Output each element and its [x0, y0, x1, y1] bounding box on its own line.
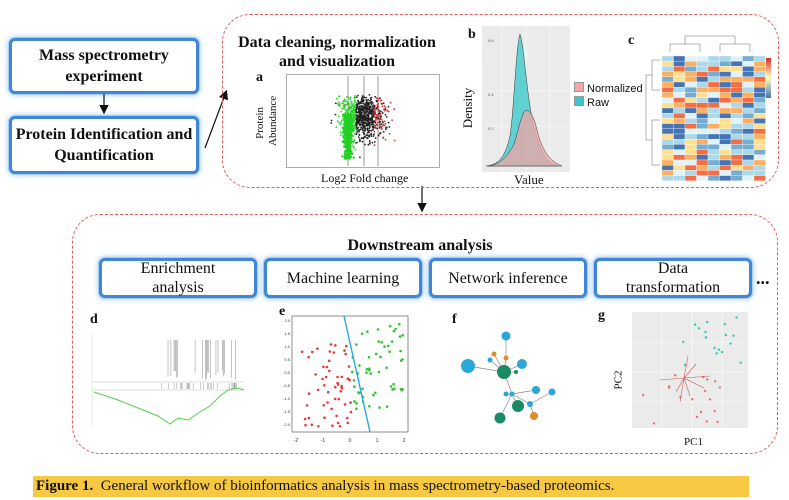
- raw-legend-swatch: [574, 96, 584, 106]
- cleaning-heading: Data cleaning, normalization and visuali…: [238, 34, 436, 70]
- machine-learning-label: Machine learning: [286, 269, 400, 287]
- panel-a-xlabel: Log2 Fold change: [321, 171, 409, 185]
- normalized-density: [487, 110, 563, 167]
- density-legend: Normalized Raw: [574, 82, 643, 110]
- legend-normalized: Normalized: [587, 83, 643, 95]
- pca-biplot: [632, 312, 748, 428]
- network-inference-box: Network inference: [429, 258, 587, 298]
- decision-boundary: [343, 315, 371, 433]
- protein-identification-box: Protein Identification and Quantificatio…: [9, 116, 199, 174]
- heatmap: [645, 35, 771, 181]
- enrichment-plot: [91, 334, 245, 426]
- ml-y-tick: -1.5: [283, 409, 291, 414]
- panel-b-xlabel: Value: [514, 172, 544, 187]
- ml-y-tick: 0.5: [284, 357, 290, 362]
- downstream-heading: Downstream analysis: [347, 237, 493, 254]
- ml-y-tick: 0.0: [284, 370, 290, 375]
- svg-text:0.4: 0.4: [488, 92, 494, 97]
- ml-x-tick: 2: [403, 438, 406, 444]
- data-transformation-label: Data transformation: [625, 260, 721, 296]
- panel-a-ylabel: Protein Abundance: [254, 95, 279, 146]
- ml-x-tick: 1: [376, 438, 379, 444]
- panel-g-xlabel: PC1: [684, 436, 703, 448]
- ml-x-tick: -2: [294, 438, 299, 444]
- heatmap-col-dendrogram: [669, 35, 751, 52]
- ml-y-tick: 1.0: [284, 344, 290, 349]
- heatmap-row-dendrogram: [645, 59, 660, 166]
- downstream-panel: [72, 214, 778, 454]
- enrichment-hits: [167, 340, 236, 380]
- legend-raw: Raw: [587, 97, 610, 109]
- ml-y-tick: -0.5: [283, 383, 291, 388]
- figure-caption: Figure 1. General workflow of bioinforma…: [33, 476, 749, 497]
- ml-y-tick: 2.0: [284, 318, 290, 323]
- heatmap-cells: [661, 55, 766, 181]
- panel-d-letter: d: [90, 312, 98, 327]
- network-inference-label: Network inference: [448, 269, 568, 287]
- panel-b-ylabel: Density: [460, 87, 476, 129]
- caption-label: Figure 1.: [36, 478, 94, 494]
- ml-y-tick: -2.0: [283, 422, 291, 427]
- ml-y-tick: 1.5: [284, 331, 290, 336]
- enrichment-analysis-label: Enrichment analysis: [140, 260, 216, 296]
- ml-x-tick: -1: [321, 438, 326, 444]
- panel-g-ylabel: PC2: [612, 370, 625, 390]
- panel-a-letter: a: [256, 70, 263, 85]
- volcano-plot: [286, 74, 440, 168]
- normalized-legend-swatch: [574, 82, 584, 92]
- ml-x-tick: 0: [349, 438, 352, 444]
- density-plot: 0.6 0.4 0.2: [482, 26, 570, 172]
- panel-e-letter: e: [279, 304, 286, 319]
- caption-text: General workflow of bioinformatics analy…: [100, 478, 615, 494]
- mass-spectrometry-box: Mass spectrometry experiment: [9, 38, 199, 94]
- panel-c-letter: c: [628, 33, 635, 48]
- network-graph: [461, 331, 556, 424]
- more-ellipsis: ...: [756, 268, 770, 288]
- svg-text:0.2: 0.2: [488, 126, 494, 131]
- panel-g-letter: g: [598, 308, 605, 323]
- machine-learning-box: Machine learning: [264, 258, 422, 298]
- ml-y-tick: -1.0: [283, 396, 291, 401]
- panel-b-letter: b: [468, 27, 476, 42]
- enrichment-analysis-box: Enrichment analysis: [99, 258, 257, 298]
- cleaning-panel: [222, 14, 779, 188]
- data-transformation-box: Data transformation: [594, 258, 752, 298]
- panel-f-letter: f: [452, 312, 457, 327]
- mass-spectrometry-label: Mass spectrometry experiment: [39, 47, 169, 85]
- protein-identification-label: Protein Identification and Quantificatio…: [15, 126, 193, 164]
- volcano-points: [330, 94, 396, 160]
- svg-text:0.6: 0.6: [488, 38, 494, 43]
- ml-scatter: 2.0 1.5 1.0 0.5 0.0 -0.5 -1.0 -1.5 -2.0 -2 -1 0 1 2: [283, 315, 409, 444]
